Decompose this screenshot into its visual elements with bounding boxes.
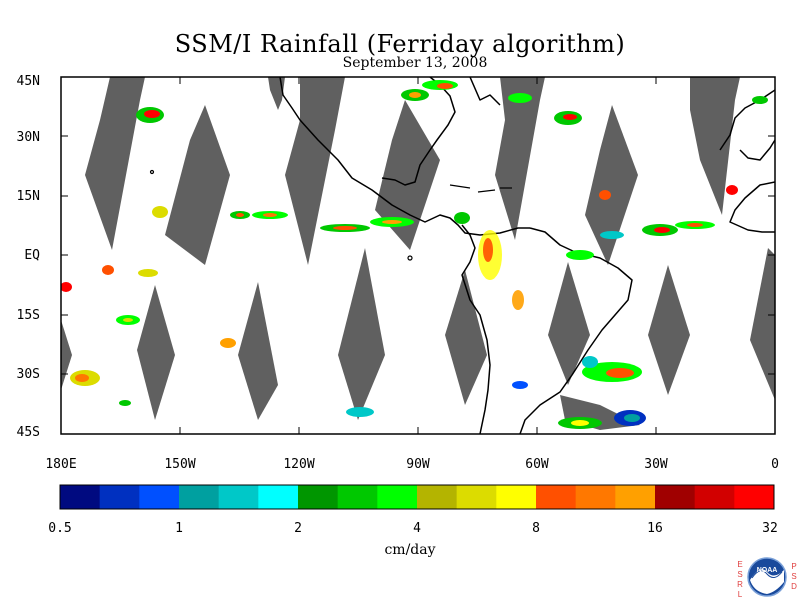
colorbar-cell [496, 485, 537, 509]
lat-label-15s: 15S [16, 308, 40, 323]
colorbar-cell [258, 485, 299, 509]
colorbar-cell [536, 485, 577, 509]
colorbar-label-1: 1 [175, 521, 183, 536]
lat-label-eq: EQ [24, 248, 40, 263]
coastlines [279, 77, 775, 434]
colorbar-label-2: 2 [294, 521, 302, 536]
noaa-text: NOAA [757, 567, 778, 574]
lat-label-45s: 45S [16, 425, 40, 440]
colorbar-label-32: 32 [762, 521, 778, 536]
lon-label-60w: 60W [525, 457, 549, 472]
map-ticks [61, 76, 775, 435]
lat-label-15n: 15N [16, 189, 40, 204]
colorbar-cell [734, 485, 775, 509]
colorbar-cell [218, 485, 259, 509]
caribbean-islands [149, 169, 512, 261]
colorbar-cell [655, 485, 696, 509]
colorbar-cell [139, 485, 180, 509]
colorbar-cell [60, 485, 101, 509]
noaa-logo-icon: NOAA [747, 557, 787, 597]
colorbar-label-8: 8 [532, 521, 540, 536]
colorbar-units: cm/day [384, 542, 436, 558]
map-date: September 13, 2008 [342, 55, 488, 71]
colorbar-cell [337, 485, 378, 509]
lat-label-45n: 45N [16, 74, 40, 89]
colorbar-cell [179, 485, 220, 509]
colorbar-label-4: 4 [413, 521, 421, 536]
colorbar-cell [456, 485, 497, 509]
map-title: SSM/I Rainfall (Ferriday algorithm) [174, 30, 626, 58]
lon-label-180e: 180E [45, 457, 77, 472]
colorbar-cell [417, 485, 458, 509]
lon-label-0: 0 [771, 457, 779, 472]
colorbar-label-0-5: 0.5 [48, 521, 72, 536]
lat-label-30n: 30N [16, 130, 40, 145]
swath-gaps [61, 77, 775, 430]
rain-patches [61, 80, 768, 429]
lon-label-150w: 150W [164, 457, 196, 472]
colorbar-cell [298, 485, 339, 509]
colorbar-cell [694, 485, 735, 509]
lon-label-120w: 120W [283, 457, 315, 472]
colorbar-cell [99, 485, 140, 509]
lon-label-90w: 90W [406, 457, 430, 472]
colorbar-label-16: 16 [647, 521, 663, 536]
colorbar-cell [575, 485, 616, 509]
colorbar-cell [615, 485, 656, 509]
colorbar-cell [377, 485, 418, 509]
lat-label-30s: 30S [16, 367, 40, 382]
lon-label-30w: 30W [644, 457, 668, 472]
